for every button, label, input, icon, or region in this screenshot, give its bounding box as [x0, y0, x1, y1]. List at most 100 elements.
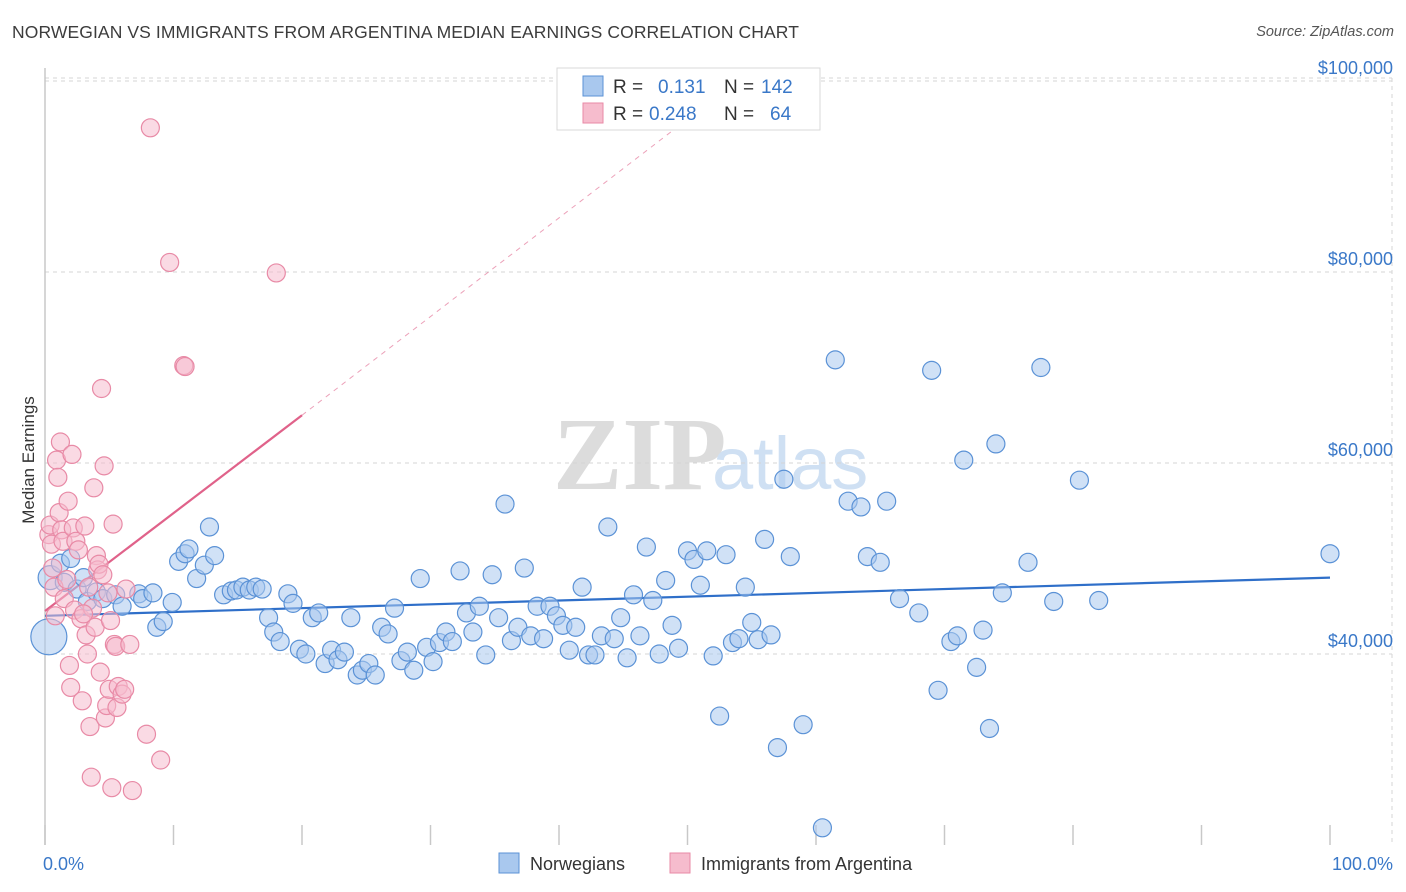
norwegians-point	[735, 577, 755, 597]
norwegians-point	[967, 657, 987, 677]
norwegians-point	[825, 350, 845, 370]
norwegians-point	[533, 629, 554, 649]
argentina-point	[50, 432, 71, 452]
argentina-point	[68, 540, 89, 560]
norwegians-point	[668, 638, 689, 658]
bottom-legend-swatch-argentina	[669, 852, 691, 874]
argentina-point	[58, 491, 78, 511]
norwegians-point	[604, 629, 624, 649]
argentina-point	[77, 644, 98, 664]
legend-n-value-1: 64	[770, 104, 792, 125]
argentina-trend-extension	[301, 118, 688, 416]
legend-n-label-0: N =	[724, 77, 754, 98]
argentina-point	[59, 655, 80, 676]
norwegians-point	[774, 469, 794, 489]
norwegians-point	[636, 537, 656, 557]
norwegians-point	[559, 640, 579, 660]
argentina-point	[57, 569, 77, 590]
y-tick-label: $40,000	[1328, 631, 1393, 651]
norwegians-point	[662, 615, 682, 635]
legend-swatch-norwegians	[582, 75, 604, 97]
y-tick-label: $80,000	[1328, 249, 1393, 269]
argentina-point	[61, 677, 81, 698]
x-tick-label: 100.0%	[1332, 854, 1393, 874]
norwegians-point	[877, 491, 897, 511]
argentina-point	[91, 378, 112, 399]
legend-box: R = 0.131 N = 142 R = 0.248 N = 64	[556, 67, 821, 131]
y-tick-label: $60,000	[1328, 440, 1393, 460]
argentina-point	[103, 514, 123, 534]
argentina-point	[98, 583, 118, 603]
norwegians-point	[623, 585, 644, 605]
norwegians-point	[423, 652, 443, 672]
argentina-point	[75, 516, 95, 536]
norwegians-point	[973, 620, 993, 640]
norwegians-point	[889, 589, 910, 609]
y-tick-label: $100,000	[1318, 58, 1393, 78]
norwegians-point	[1069, 470, 1090, 490]
norwegians-point	[643, 590, 663, 611]
norwegians-point	[947, 626, 967, 646]
argentina-point	[73, 604, 94, 624]
norwegians-point	[30, 618, 68, 656]
norwegians-trend-line	[44, 576, 1331, 617]
argentina-point	[151, 750, 171, 770]
argentina-point	[175, 356, 195, 377]
norwegians-point	[986, 434, 1006, 454]
norwegians-point	[697, 541, 717, 561]
norwegians-point	[296, 644, 316, 664]
norwegians-point	[767, 737, 788, 758]
norwegians-point	[341, 608, 361, 628]
norwegians-point	[1031, 357, 1051, 378]
norwegians-point	[378, 624, 398, 644]
norwegians-point	[463, 622, 483, 642]
norwegians-point	[566, 617, 586, 637]
norwegians-point	[442, 631, 462, 652]
norwegians-point	[754, 529, 775, 550]
argentina-point	[115, 679, 135, 699]
norwegians-point	[489, 608, 509, 628]
norwegians-point	[205, 546, 225, 566]
norwegians-point	[410, 568, 430, 589]
norwegians-point	[761, 625, 781, 645]
legend-r-label-0: R =	[613, 77, 643, 98]
norwegians-point	[397, 642, 417, 662]
argentina-point	[94, 456, 114, 476]
norwegians-point	[1044, 591, 1064, 612]
norwegians-point	[649, 644, 669, 664]
norwegians-point	[954, 450, 974, 470]
argentina-point	[62, 444, 82, 465]
chart-title: NORWEGIAN VS IMMIGRANTS FROM ARGENTINA M…	[12, 22, 800, 42]
norwegians-point	[162, 592, 182, 613]
bottom-legend-label-argentina: Immigrants from Argentina	[701, 854, 913, 874]
norwegians-point	[270, 631, 290, 652]
norwegians-point	[611, 608, 631, 628]
norwegians-point	[153, 611, 173, 632]
norwegians-point	[365, 665, 385, 685]
norwegians-point	[143, 583, 163, 603]
argentina-point	[43, 558, 63, 578]
norwegians-point	[780, 546, 800, 567]
norwegians-point	[450, 561, 470, 581]
norwegians-point	[585, 645, 605, 665]
norwegians-point	[1018, 552, 1038, 572]
norwegians-point	[1320, 544, 1340, 564]
tick-label-layer: $40,000 $60,000 $80,000 $100,000 0.0% 100.0%	[43, 58, 1393, 874]
norwegians-point	[384, 598, 405, 618]
norwegians-point	[598, 517, 618, 537]
norwegians-point	[928, 680, 948, 700]
argentina-point	[140, 118, 160, 138]
norwegians-point	[469, 596, 489, 616]
source-label: Source: ZipAtlas.com	[1256, 24, 1394, 40]
argentina-point	[80, 716, 100, 737]
argentina-point	[48, 467, 68, 487]
norwegians-point	[199, 517, 220, 537]
norwegians-point	[309, 603, 329, 623]
norwegians-point	[729, 629, 749, 649]
legend-r-label-1: R =	[613, 104, 643, 125]
x-tick-label: 0.0%	[43, 854, 84, 874]
norwegians-point	[922, 360, 942, 380]
norwegians-point	[495, 494, 515, 514]
norwegians-point	[710, 706, 730, 726]
